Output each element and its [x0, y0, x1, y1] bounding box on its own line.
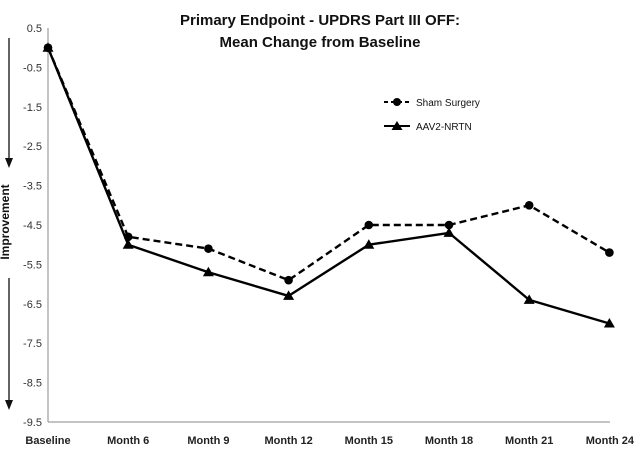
- x-tick-label: Month 12: [264, 435, 312, 447]
- data-point-sham-surgery: [364, 220, 374, 230]
- y-axis-label: Improvement: [0, 184, 12, 259]
- chart-title-line-2: Mean Change from Baseline: [220, 34, 421, 51]
- series-line-aav2-nrtn: [46, 47, 610, 325]
- legend-entry-aav2: AAV2-NRTN: [384, 121, 472, 133]
- y-tick-label: -8.5: [23, 378, 42, 390]
- y-tick-label: -7.5: [23, 338, 42, 350]
- legend-sham-label: Sham Surgery: [416, 98, 480, 109]
- data-point-aav2-nrtn: [603, 318, 615, 328]
- y-tick-label: -3.5: [23, 181, 42, 193]
- x-tick-label: Month 21: [505, 435, 553, 447]
- y-tick-label: -5.5: [23, 259, 42, 271]
- series-line-sham-surgery: [46, 47, 611, 282]
- x-tick-label: Month 15: [345, 435, 393, 447]
- legend-sham-marker: [393, 98, 401, 106]
- data-point-aav2-nrtn: [202, 266, 214, 277]
- data-point-aav2-nrtn: [363, 239, 375, 249]
- legend: Sham Surgery AAV2-NRTN: [384, 98, 480, 133]
- x-tick-label: Month 6: [107, 435, 149, 447]
- data-point-aav2-nrtn: [42, 42, 54, 52]
- x-tick-label: Month 18: [425, 435, 473, 447]
- data-point-aav2-nrtn: [122, 239, 134, 249]
- legend-entry-sham: Sham Surgery: [384, 98, 480, 109]
- y-tick-label: -6.5: [23, 299, 42, 311]
- data-point-sham-surgery: [524, 201, 534, 210]
- y-tick-label: -4.5: [23, 220, 42, 232]
- improvement-arrow-head-top: [5, 158, 13, 168]
- improvement-arrow-head-bottom: [5, 400, 13, 410]
- x-tick-label: Baseline: [25, 435, 70, 447]
- x-tick-label: Month 24: [586, 435, 635, 447]
- data-point-aav2-nrtn: [283, 290, 295, 300]
- data-point-sham-surgery: [605, 248, 614, 257]
- legend-aav2-label: AAV2-NRTN: [416, 122, 472, 133]
- data-point-aav2-nrtn: [443, 227, 455, 237]
- chart-title-line-1: Primary Endpoint - UPDRS Part III OFF:: [180, 12, 460, 29]
- x-tick-labels: Baseline Month 6 Month 9 Month 12 Month 15 Mo…: [25, 435, 635, 447]
- data-point-sham-surgery: [444, 220, 454, 230]
- y-tick-label: 0.5: [27, 23, 42, 35]
- data-point-sham-surgery: [284, 275, 293, 285]
- y-tick-label: -9.5: [23, 417, 42, 429]
- data-point-aav2-nrtn: [523, 294, 535, 304]
- data-point-sham-surgery: [204, 244, 213, 253]
- x-tick-label: Month 9: [187, 435, 229, 447]
- y-tick-label: -0.5: [23, 62, 42, 74]
- legend-aav2-marker: [391, 121, 403, 130]
- y-tick-labels: 0.5 -0.5 -1.5 -2.5 -3.5 -4.5 -5.5 -6.5 -7.5 -8.5 -…: [23, 23, 42, 429]
- y-tick-label: -2.5: [23, 141, 42, 153]
- y-tick-label: -1.5: [23, 102, 42, 114]
- series-layer: [42, 42, 615, 328]
